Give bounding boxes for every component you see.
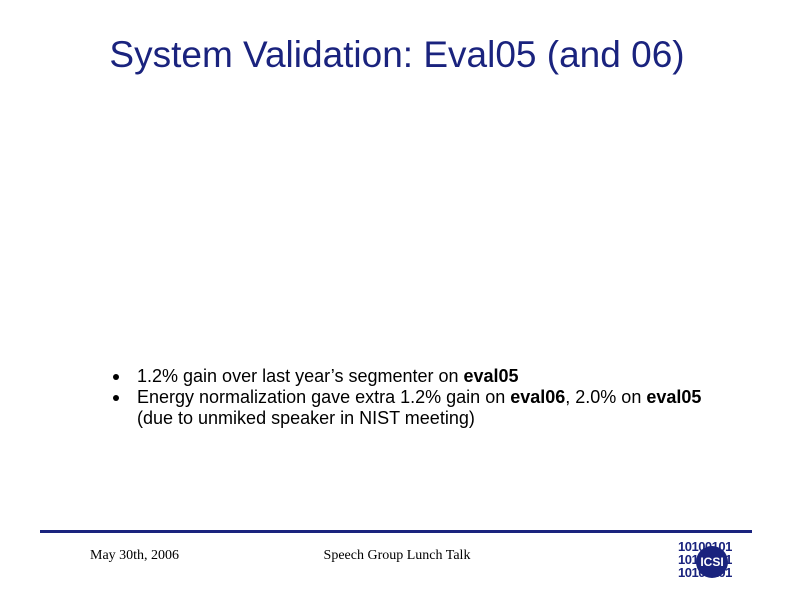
- bullet-list: 1.2% gain over last year’s segmenter on …: [113, 366, 713, 429]
- footer-rule: [40, 530, 752, 533]
- bullet-dot-icon: [113, 395, 119, 401]
- bullet-text: Energy normalization gave extra 1.2% gai…: [137, 387, 702, 428]
- icsi-logo: 10100101 10100101 10100101 ICSI: [678, 540, 742, 584]
- bullet-dot-icon: [113, 374, 119, 380]
- bullet-text: 1.2% gain over last year’s segmenter on …: [137, 366, 519, 386]
- logo-disc-icon: [696, 546, 728, 578]
- bullet-item: Energy normalization gave extra 1.2% gai…: [113, 387, 713, 429]
- logo-text: ICSI: [700, 555, 724, 569]
- bullet-item: 1.2% gain over last year’s segmenter on …: [113, 366, 713, 387]
- slide-title: System Validation: Eval05 (and 06): [109, 34, 685, 75]
- footer-date: May 30th, 2006: [90, 548, 180, 563]
- footer-talk-title: Speech Group Lunch Talk: [323, 548, 471, 563]
